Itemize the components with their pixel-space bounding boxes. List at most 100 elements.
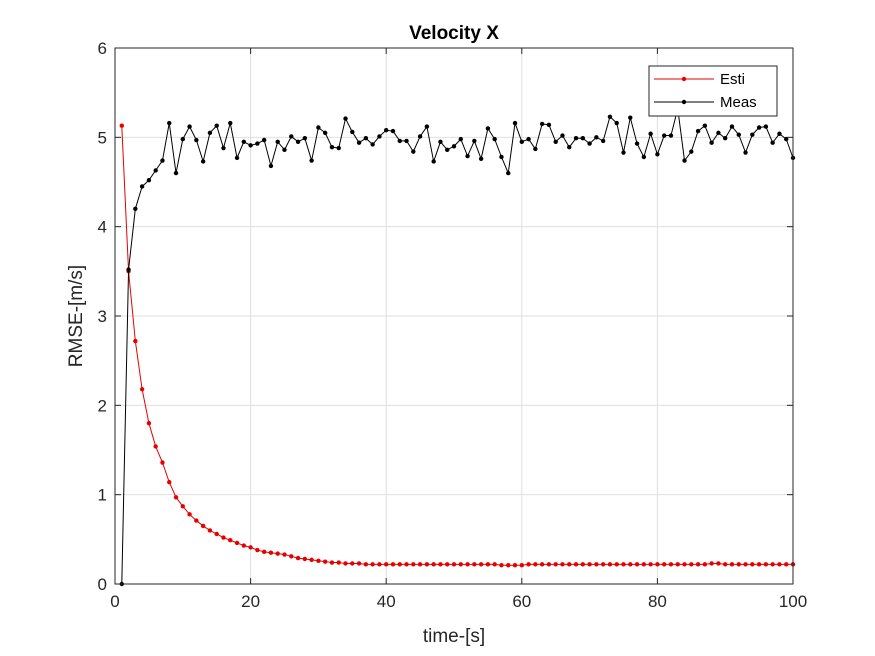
data-point-esti: [553, 562, 558, 567]
data-point-esti: [207, 528, 213, 533]
data-point-meas: [716, 130, 721, 136]
data-point-esti: [682, 562, 687, 567]
data-point-esti: [695, 562, 701, 567]
data-point-meas: [634, 141, 640, 146]
data-point-esti: [451, 562, 457, 567]
data-point-esti: [478, 562, 484, 567]
data-point-esti: [634, 562, 640, 567]
data-point-esti: [255, 547, 260, 553]
data-point-esti: [248, 545, 253, 550]
data-point-meas: [607, 114, 613, 119]
data-point-meas: [573, 136, 579, 141]
data-point-meas: [553, 139, 558, 144]
data-point-esti: [390, 562, 396, 567]
data-point-meas: [600, 138, 606, 144]
y-tick-label: 3: [98, 307, 107, 326]
data-point-meas: [492, 136, 497, 142]
legend-meas-label: Meas: [720, 94, 757, 111]
data-point-esti: [289, 554, 294, 559]
data-point-meas: [614, 120, 619, 126]
data-point-esti: [668, 562, 674, 567]
data-point-meas: [146, 178, 152, 183]
data-point-meas: [221, 145, 226, 151]
data-point-esti: [723, 562, 728, 567]
data-point-meas: [485, 126, 491, 131]
data-point-esti: [621, 562, 626, 567]
data-point-meas: [750, 132, 755, 137]
data-point-esti: [580, 562, 586, 567]
data-point-meas: [228, 120, 233, 126]
data-point-esti: [492, 562, 497, 567]
data-point-esti: [641, 562, 647, 567]
data-point-esti: [370, 562, 375, 567]
data-point-meas: [417, 134, 423, 139]
data-point-meas: [139, 184, 145, 189]
data-point-esti: [146, 421, 152, 426]
data-point-meas: [173, 170, 179, 176]
legend-meas-marker: [681, 99, 687, 105]
data-point-esti: [221, 535, 226, 540]
data-point-esti: [153, 444, 158, 449]
data-point-meas: [302, 136, 308, 141]
data-point-meas: [736, 132, 741, 137]
data-point-esti: [702, 562, 708, 567]
data-point-meas: [187, 124, 192, 129]
data-point-esti: [736, 562, 741, 567]
data-point-meas: [709, 140, 714, 145]
data-point-esti: [499, 563, 504, 568]
data-point-esti: [750, 562, 755, 567]
data-point-esti: [689, 562, 694, 567]
data-point-esti: [573, 562, 579, 567]
data-point-meas: [268, 163, 274, 169]
data-point-esti: [628, 562, 633, 567]
data-point-meas: [580, 136, 586, 141]
data-point-meas: [214, 123, 219, 128]
data-point-meas: [777, 131, 782, 136]
legend-esti-marker: [681, 76, 687, 82]
data-point-meas: [628, 115, 633, 120]
data-point-esti: [275, 551, 280, 556]
data-point-esti: [546, 562, 552, 567]
data-point-esti: [675, 562, 680, 567]
data-point-esti: [716, 561, 721, 566]
data-point-esti: [363, 562, 369, 567]
data-point-esti: [228, 538, 233, 543]
data-point-meas: [343, 116, 348, 121]
data-point-meas: [661, 133, 667, 138]
data-point-esti: [356, 561, 362, 566]
data-point-meas: [397, 138, 402, 144]
data-point-esti: [214, 531, 219, 537]
data-point-meas: [546, 122, 552, 128]
data-point-meas: [587, 141, 592, 146]
data-point-esti: [167, 479, 172, 485]
data-point-meas: [763, 124, 769, 129]
data-point-meas: [445, 147, 450, 153]
data-point-meas: [126, 267, 131, 272]
data-point-meas: [160, 158, 165, 163]
data-point-meas: [248, 143, 253, 148]
x-tick-label: 100: [779, 592, 807, 611]
data-point-esti: [445, 562, 450, 567]
data-point-meas: [641, 154, 647, 160]
data-point-meas: [472, 138, 477, 144]
data-point-meas: [668, 133, 674, 138]
data-point-meas: [621, 150, 626, 155]
data-point-meas: [275, 139, 280, 144]
data-point-meas: [404, 138, 409, 144]
data-point-esti: [763, 562, 769, 567]
data-point-esti: [139, 387, 145, 392]
data-point-meas: [261, 137, 267, 143]
data-point-meas: [682, 158, 687, 163]
data-point-esti: [519, 563, 524, 568]
data-point-meas: [723, 136, 728, 141]
x-axis-label: time-[s]: [423, 626, 485, 647]
data-point-esti: [465, 562, 470, 567]
x-tick-label: 60: [512, 592, 531, 611]
y-tick-label: 4: [98, 218, 107, 237]
data-point-meas: [377, 134, 382, 139]
data-point-meas: [234, 155, 240, 161]
data-point-esti: [512, 563, 518, 568]
data-point-meas: [153, 168, 158, 173]
data-point-esti: [417, 562, 423, 567]
data-point-esti: [384, 562, 389, 567]
